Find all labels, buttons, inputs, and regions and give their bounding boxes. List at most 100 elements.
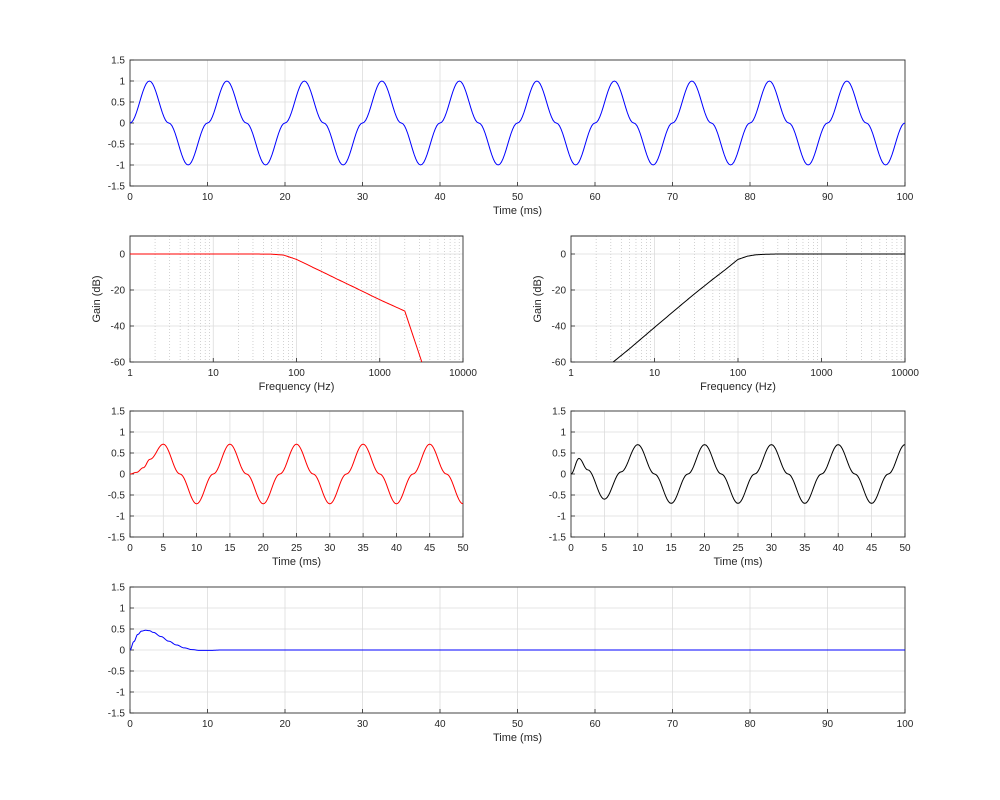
x-axis-label: Time (ms) — [493, 205, 542, 217]
y-tick-label: 0 — [119, 470, 125, 481]
y-tick-label: 0.5 — [552, 449, 566, 460]
y-tick-label: 0 — [119, 119, 125, 130]
x-tick-label: 10000 — [891, 368, 919, 379]
x-tick-label: 30 — [357, 719, 369, 730]
x-tick-label: 10 — [649, 368, 661, 379]
y-tick-label: 1.5 — [111, 583, 125, 594]
y-tick-label: -0.5 — [108, 491, 126, 502]
x-tick-label: 5 — [602, 543, 608, 554]
x-tick-label: 30 — [324, 543, 336, 554]
x-tick-label: 100 — [897, 719, 914, 730]
x-tick-label: 1 — [127, 368, 133, 379]
x-tick-label: 25 — [291, 543, 303, 554]
y-tick-label: -0.5 — [549, 491, 567, 502]
y-tick-label: -40 — [111, 322, 126, 333]
series-line-0 — [130, 80, 905, 166]
x-tick-label: 90 — [822, 719, 834, 730]
x-tick-label: 50 — [512, 719, 524, 730]
x-tick-label: 35 — [799, 543, 811, 554]
x-tick-label: 70 — [667, 192, 679, 203]
y-tick-label: 1.5 — [552, 407, 566, 418]
x-axis-label: Time (ms) — [493, 732, 542, 744]
x-tick-label: 50 — [899, 543, 911, 554]
plot-frame — [129, 235, 464, 363]
y-tick-label: -20 — [552, 286, 567, 297]
series-line-0 — [612, 253, 905, 362]
y-tick-label: 0 — [560, 250, 566, 261]
x-tick-label: 20 — [699, 543, 711, 554]
y-tick-label: 1 — [119, 604, 125, 615]
y-tick-label: -0.5 — [108, 667, 126, 678]
y-tick-label: 1 — [119, 428, 125, 439]
x-tick-label: 15 — [224, 543, 236, 554]
y-tick-label: -1.5 — [108, 533, 126, 544]
x-tick-label: 10 — [191, 543, 203, 554]
y-tick-label: -1 — [557, 512, 566, 523]
y-axis-label: Gain (dB) — [91, 275, 103, 322]
x-axis-label: Frequency (Hz) — [259, 381, 335, 393]
plot-frame — [570, 235, 906, 363]
x-tick-label: 20 — [279, 192, 291, 203]
series-line-0 — [571, 444, 905, 504]
x-tick-label: 50 — [457, 543, 469, 554]
x-tick-label: 30 — [766, 543, 778, 554]
y-tick-label: -40 — [552, 322, 567, 333]
y-tick-label: -1.5 — [108, 182, 126, 193]
x-tick-label: 0 — [568, 543, 574, 554]
y-tick-label: 1.5 — [111, 56, 125, 67]
x-tick-label: 100 — [730, 368, 747, 379]
y-tick-label: 1 — [119, 77, 125, 88]
y-tick-label: 0 — [119, 646, 125, 657]
x-tick-label: 1000 — [369, 368, 392, 379]
y-tick-label: 1 — [560, 428, 566, 439]
x-tick-label: 10 — [202, 192, 214, 203]
x-tick-label: 1000 — [810, 368, 833, 379]
y-tick-label: -60 — [552, 358, 567, 369]
y-axis-label: Gain (dB) — [532, 275, 544, 322]
x-tick-label: 60 — [589, 192, 601, 203]
x-axis-label: Time (ms) — [713, 556, 762, 568]
x-tick-label: 45 — [424, 543, 436, 554]
x-tick-label: 5 — [161, 543, 167, 554]
x-tick-label: 40 — [833, 543, 845, 554]
y-tick-label: 0 — [119, 250, 125, 261]
x-tick-label: 20 — [258, 543, 270, 554]
input-signal-plot: 0 10 20 30 40 50 60 70 80 90 100 -1.5 -1 -0.5 0 0.5 1 1.5… — [108, 56, 914, 218]
y-tick-label: 0.5 — [111, 98, 125, 109]
x-tick-label: 10000 — [449, 368, 477, 379]
x-tick-label: 10 — [208, 368, 220, 379]
x-tick-label: 1 — [568, 368, 574, 379]
lowpass-output-plot: 0 5 10 15 20 25 30 35 40 45 50 -1.5 -1 -0.5 0 0.5 1 1.5 Ti… — [108, 407, 469, 569]
y-tick-label: -1 — [116, 688, 125, 699]
x-tick-label: 70 — [667, 719, 679, 730]
y-tick-label: 0.5 — [111, 449, 125, 460]
x-tick-label: 90 — [822, 192, 834, 203]
x-tick-label: 10 — [202, 719, 214, 730]
y-tick-label: -60 — [111, 358, 126, 369]
highpass-response-plot: 1 10 100 1000 10000 -60 -40 -20 0 Frequency (Hz) G… — [532, 235, 919, 393]
y-tick-label: 0 — [560, 470, 566, 481]
x-axis-label: Frequency (Hz) — [700, 381, 776, 393]
x-tick-label: 50 — [512, 192, 524, 203]
y-tick-label: -1.5 — [549, 533, 567, 544]
x-tick-label: 15 — [666, 543, 678, 554]
x-tick-label: 60 — [589, 719, 601, 730]
x-tick-label: 40 — [391, 543, 403, 554]
y-tick-label: 0.5 — [111, 625, 125, 636]
y-tick-label: -1 — [116, 512, 125, 523]
y-tick-label: 1.5 — [111, 407, 125, 418]
x-tick-label: 100 — [288, 368, 305, 379]
y-tick-label: -20 — [111, 286, 126, 297]
y-tick-label: -1.5 — [108, 709, 126, 720]
x-tick-label: 40 — [434, 192, 446, 203]
series-line-0 — [130, 629, 905, 651]
y-tick-label: -0.5 — [108, 140, 126, 151]
transient-difference-plot: 0 10 20 30 40 50 60 70 80 90 100 -1.5 -1 -0.5 0 0.5 1 1.5… — [108, 583, 914, 745]
x-tick-label: 20 — [279, 719, 291, 730]
highpass-output-plot: 0 5 10 15 20 25 30 35 40 45 50 -1.5 -1 -0.5 0 0.5 1 1.5 Ti… — [549, 407, 911, 569]
x-tick-label: 80 — [744, 719, 756, 730]
x-axis-label: Time (ms) — [272, 556, 321, 568]
x-tick-label: 0 — [127, 543, 133, 554]
x-tick-label: 80 — [744, 192, 756, 203]
